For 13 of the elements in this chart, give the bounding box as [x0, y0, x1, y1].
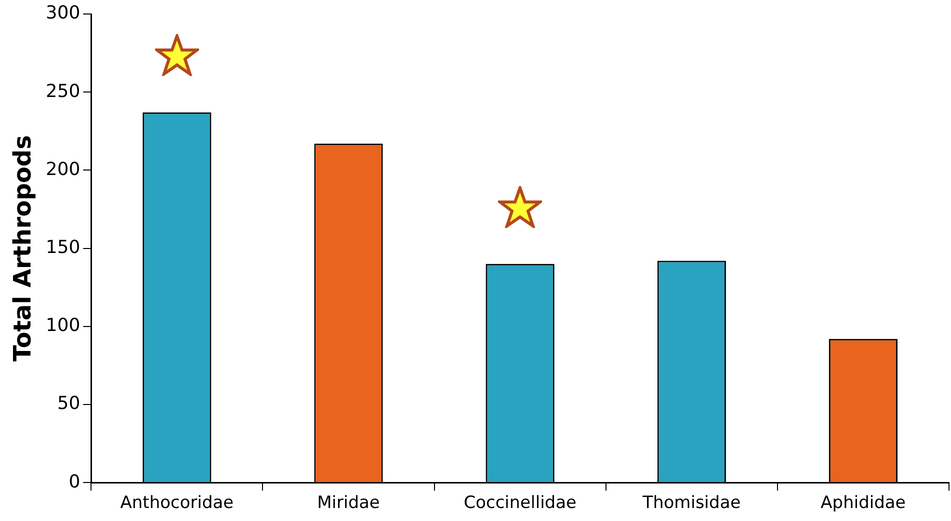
- y-tick-label: 50: [57, 393, 80, 414]
- x-tick-label: Anthocoridae: [120, 493, 234, 514]
- y-tick-label: 100: [46, 315, 80, 336]
- y-tick-label: 0: [68, 471, 80, 492]
- y-axis-title: Total Arthropods: [8, 135, 37, 362]
- y-tick-label: 250: [46, 80, 80, 102]
- y-tick-label: 200: [46, 158, 80, 180]
- x-tick-label: Aphididae: [820, 493, 906, 514]
- x-tick-label: Miridae: [317, 493, 380, 514]
- y-tick-label: 150: [46, 236, 80, 258]
- x-tick-label: Thomisidae: [642, 493, 741, 514]
- y-tick-label: 300: [46, 2, 80, 24]
- x-tick-label: Coccinellidae: [464, 493, 576, 514]
